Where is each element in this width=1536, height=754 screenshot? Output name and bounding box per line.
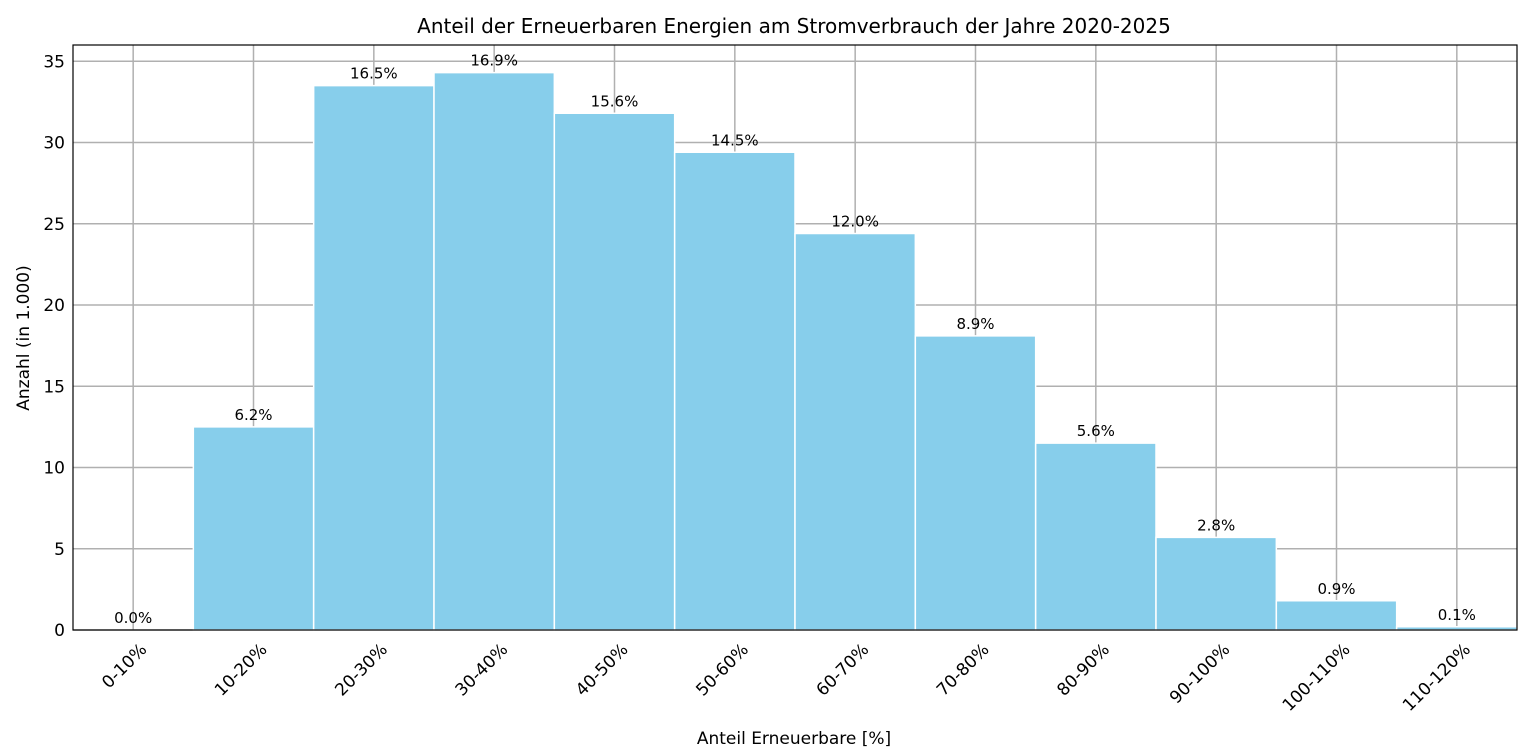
- histogram-bar: [312, 84, 435, 631]
- bar-value-label: 0.9%: [1317, 580, 1355, 598]
- x-tick-label: 100-110%: [1279, 640, 1355, 716]
- bar-value-label: 0.1%: [1438, 606, 1476, 624]
- histogram-bar: [433, 71, 556, 631]
- bar-value-label: 2.8%: [1197, 516, 1235, 534]
- histogram-bar: [673, 151, 796, 631]
- x-tick-label: 110-120%: [1399, 640, 1475, 716]
- bar-value-label: 12.0%: [831, 213, 879, 231]
- chart-title: Anteil der Erneuerbaren Energien am Stro…: [417, 14, 1171, 38]
- x-axis-label: Anteil Erneuerbare [%]: [697, 729, 891, 749]
- y-tick-label: 5: [54, 540, 65, 560]
- y-tick-label: 15: [43, 377, 65, 397]
- y-tick-label: 30: [43, 134, 65, 154]
- histogram-bar: [553, 112, 676, 631]
- x-tick-label: 90-100%: [1166, 640, 1234, 708]
- x-tick-label: 80-90%: [1053, 640, 1114, 701]
- bar-value-label: 16.9%: [470, 52, 518, 70]
- bar-value-label: 0.0%: [114, 609, 152, 627]
- y-tick-label: 20: [43, 296, 65, 316]
- histogram-bar: [1034, 442, 1157, 631]
- x-tick-label: 10-20%: [211, 640, 272, 701]
- x-tick-label: 20-30%: [331, 640, 392, 701]
- bar-value-label: 16.5%: [350, 65, 398, 83]
- histogram-bar: [1275, 600, 1398, 631]
- y-tick-label: 10: [43, 459, 65, 479]
- bar-value-label: 6.2%: [234, 406, 272, 424]
- histogram-bar: [192, 426, 315, 631]
- plot-frame: [72, 44, 1518, 631]
- histogram-bar: [794, 232, 917, 631]
- data-labels-layer: 0.0% 6.2% 16.5% 16.9% 15.6% 14.5% 12.0% 8.9% 5.6…: [114, 52, 1476, 627]
- bar-value-label: 5.6%: [1077, 422, 1115, 440]
- x-tick-label: 50-60%: [692, 640, 753, 701]
- histogram-bar: [914, 335, 1037, 631]
- bar-value-label: 14.5%: [711, 131, 759, 149]
- x-tick-label: 40-50%: [572, 640, 633, 701]
- x-tick-label: 60-70%: [813, 640, 874, 701]
- bar-value-label: 8.9%: [956, 315, 994, 333]
- y-tick-label: 25: [43, 215, 65, 235]
- y-tick-label: 0: [54, 621, 65, 641]
- x-tick-label: 30-40%: [452, 640, 513, 701]
- x-tick-label: 70-80%: [933, 640, 994, 701]
- x-tick-label: 0-10%: [98, 640, 151, 693]
- y-tick-label: 35: [43, 52, 65, 72]
- bar-value-label: 15.6%: [591, 92, 639, 110]
- y-axis-label: Anzahl (in 1.000): [14, 265, 34, 410]
- bars-layer: [192, 71, 1518, 631]
- histogram-bar: [1155, 536, 1278, 631]
